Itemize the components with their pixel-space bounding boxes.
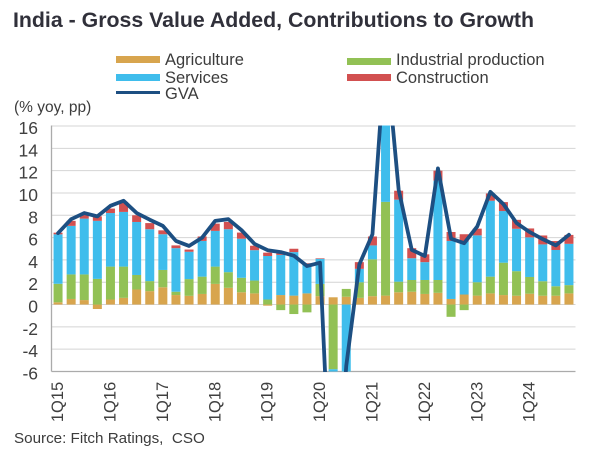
svg-text:0: 0	[28, 297, 38, 317]
svg-text:1Q23: 1Q23	[468, 382, 486, 422]
svg-text:-2: -2	[22, 319, 38, 339]
svg-text:12: 12	[19, 163, 38, 183]
svg-text:1Q21: 1Q21	[363, 382, 381, 422]
svg-text:14: 14	[19, 140, 39, 160]
svg-text:1Q15: 1Q15	[49, 382, 67, 422]
svg-text:1Q24: 1Q24	[521, 382, 539, 422]
svg-text:1Q18: 1Q18	[206, 382, 224, 422]
svg-text:1Q17: 1Q17	[154, 382, 172, 422]
svg-text:1Q22: 1Q22	[416, 382, 434, 422]
svg-text:16: 16	[19, 118, 38, 138]
svg-text:1Q16: 1Q16	[101, 382, 119, 422]
svg-text:-6: -6	[22, 364, 38, 384]
svg-text:4: 4	[28, 252, 38, 272]
svg-text:1Q20: 1Q20	[311, 382, 329, 422]
svg-text:-4: -4	[22, 341, 38, 361]
svg-text:6: 6	[28, 230, 38, 250]
svg-text:10: 10	[19, 185, 39, 205]
svg-text:8: 8	[28, 207, 38, 227]
svg-text:2: 2	[28, 274, 38, 294]
svg-text:1Q19: 1Q19	[259, 382, 277, 422]
